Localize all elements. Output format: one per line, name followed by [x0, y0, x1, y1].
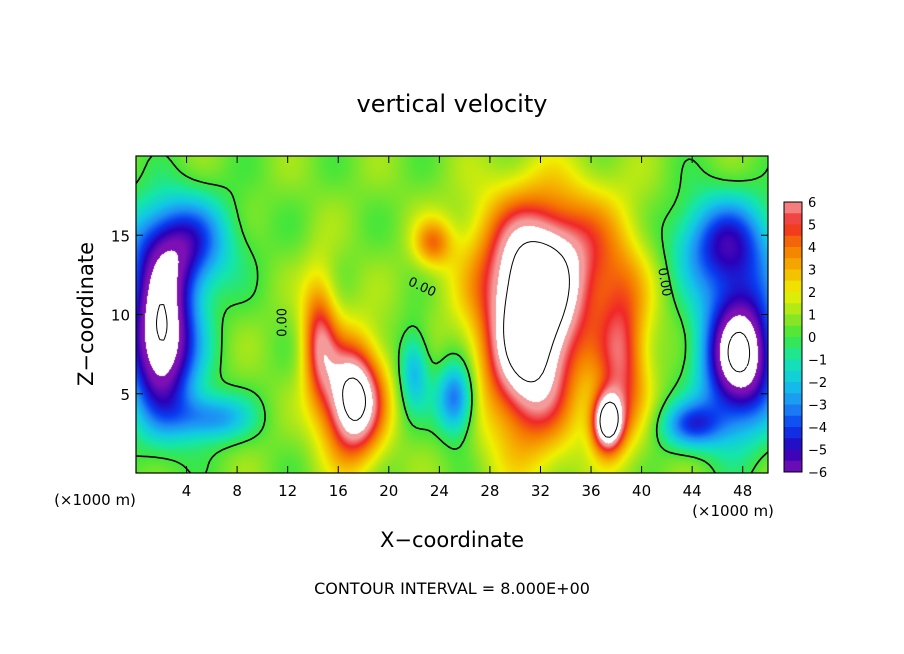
colorbar-segment: [784, 269, 802, 282]
colorbar-tick-label: −5: [808, 444, 827, 459]
x-tick-label: 16: [329, 482, 348, 500]
contour-lines: [136, 156, 768, 473]
x-tick-label: 24: [430, 482, 449, 500]
colorbar-segment: [784, 415, 802, 428]
colorbar-segment: [784, 325, 802, 338]
x-tick-label: 4: [182, 482, 192, 500]
x-tick-label: 32: [531, 482, 550, 500]
x-tick-label: 48: [733, 482, 752, 500]
x-unit-label-right: (×1000 m): [692, 502, 774, 520]
x-tick-label: 8: [232, 482, 242, 500]
colorbar-segment: [784, 303, 802, 315]
contour-zero: [136, 156, 768, 473]
y-tick-label: 10: [111, 307, 130, 325]
colorbar-segment: [784, 438, 802, 450]
x-tick-label: 40: [632, 482, 651, 500]
contour-label: 0.00: [654, 267, 674, 298]
colorbar-tick-label: −1: [808, 354, 827, 369]
colorbar-segment: [784, 280, 802, 293]
colorbar-segment: [784, 382, 802, 394]
colorbar-segment: [784, 202, 802, 214]
y-tick-label: 15: [111, 227, 130, 245]
velocity-field-image: [136, 156, 768, 473]
x-tick-label: 36: [581, 482, 600, 500]
colorbar-frame: [783, 201, 803, 473]
contour-label: 0.00: [275, 308, 290, 337]
x-axis-ticks: 4 8 12 16 20 24 28 32 36 40 44 48: [182, 156, 752, 500]
colorbar-tick-label: 1: [808, 309, 816, 324]
colorbar-segment: [784, 337, 802, 349]
colorbar-tick-label: −2: [808, 376, 827, 391]
colorbar-segment: [784, 404, 802, 417]
colorbar-segment: [784, 460, 802, 473]
colorbar-tick-label: 0: [808, 331, 816, 346]
x-tick-label: 12: [278, 482, 297, 500]
y-axis-label: Z−coordinate: [74, 242, 98, 386]
colorbar-segment: [784, 314, 802, 327]
x-tick-label: 28: [480, 482, 499, 500]
x-tick-label: 20: [379, 482, 398, 500]
colorbar-segment: [784, 370, 802, 383]
contour-positive: [342, 241, 619, 438]
colorbar-segment: [784, 348, 802, 360]
x-tick-label: 44: [683, 482, 702, 500]
x-axis-label: X−coordinate: [380, 528, 524, 552]
colorbar-tick-label: −6: [808, 466, 827, 481]
colorbar-tick-label: 6: [808, 196, 816, 211]
colorbar-segment: [784, 427, 802, 439]
colorbar-segment: [784, 449, 802, 462]
colorbar-segment: [784, 224, 802, 237]
colorbar-segment: [784, 235, 802, 248]
colorbar-segment: [784, 258, 802, 270]
contour-negative: [156, 304, 751, 373]
colorbar-segment: [784, 292, 802, 304]
contour-interval-footer: CONTOUR INTERVAL = 8.000E+00: [314, 579, 590, 598]
colorbar-tick-label: 2: [808, 286, 816, 301]
colorbar-tick-label: 5: [808, 219, 816, 234]
colorbar-tick-label: 4: [808, 241, 816, 256]
x-unit-label-left: (×1000 m): [54, 491, 136, 509]
colorbar: 6 5 4 3 2 1 0 −1 −2 −3 −4 −5 −6: [783, 196, 827, 481]
plot-area: 0.000.00 0.00 4 8 12 16 20 24 28 32 36 40 44 48 5101…: [111, 155, 769, 500]
y-tick-label: 5: [120, 386, 130, 404]
chart-title: vertical velocity: [357, 90, 548, 118]
y-axis-ticks: 5 10 15: [111, 227, 768, 404]
colorbar-tick-label: −3: [808, 399, 827, 414]
colorbar-segment: [784, 393, 802, 405]
colorbar-segment: [784, 213, 802, 225]
colorbar-tick-label: −4: [808, 421, 827, 436]
colorbar-tick-label: 3: [808, 264, 816, 279]
colorbar-segment: [784, 247, 802, 259]
colorbar-segment: [784, 359, 802, 372]
